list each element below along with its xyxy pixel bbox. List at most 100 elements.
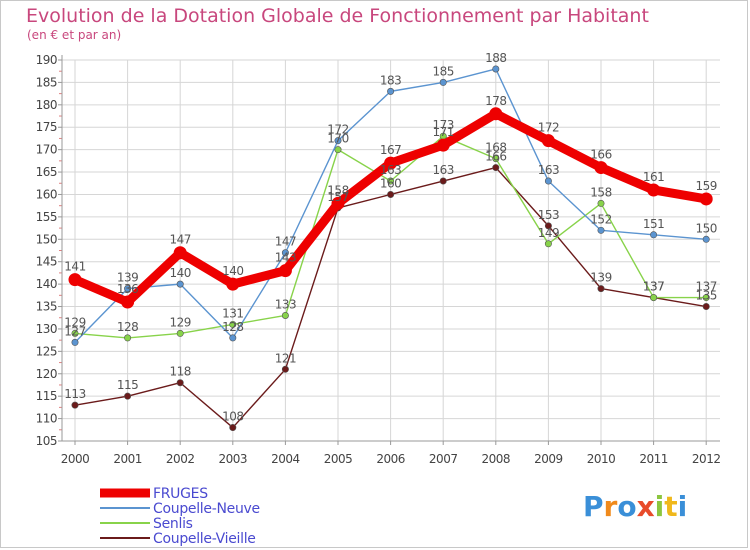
- data-label-fruges-2000: 141: [64, 260, 85, 274]
- legend-label-coupelle-neuve: Coupelle-Neuve: [153, 501, 260, 517]
- logo-letter: t: [664, 490, 677, 523]
- series: [68, 65, 713, 432]
- point-fruges-2009: [541, 134, 555, 148]
- point-coupelle-vieille-2008: [492, 164, 500, 172]
- point-senlis-2012: [702, 294, 710, 302]
- y-tick-label-155: 155: [36, 210, 57, 224]
- x-tick-label-2001: 2001: [113, 452, 142, 466]
- grid: [62, 59, 720, 442]
- legend-label-senlis: Senlis: [153, 516, 193, 532]
- point-coupelle-vieille-2007: [439, 177, 447, 185]
- point-fruges-2010: [594, 161, 608, 175]
- data-label-coupelle-vieille-2002: 118: [169, 365, 190, 379]
- point-coupelle-neuve-2009: [544, 177, 552, 185]
- y-tick-label-170: 170: [36, 143, 57, 157]
- point-senlis-2001: [124, 334, 132, 342]
- point-fruges-2012: [699, 192, 713, 206]
- y-tick-label-160: 160: [36, 187, 57, 201]
- data-labels: 141 136 147 140 143 158 167 171 178 172 166 161 159 1…: [64, 51, 717, 424]
- data-label-coupelle-neuve-2005: 172: [327, 123, 348, 137]
- logo-letter: i: [655, 490, 665, 523]
- chart-title: Evolution de la Dotation Globale de Fonc…: [26, 5, 649, 27]
- data-label-fruges-2012: 159: [695, 179, 716, 193]
- data-label-senlis-2004: 133: [275, 297, 296, 311]
- point-fruges-2007: [436, 138, 450, 152]
- point-coupelle-neuve-2004: [281, 249, 289, 257]
- legend-label-coupelle-vieille: Coupelle-Vieille: [153, 531, 256, 547]
- data-label-coupelle-vieille-2011: 137: [643, 280, 664, 294]
- x-tick-label-2012: 2012: [692, 452, 721, 466]
- y-tick-label-180: 180: [36, 98, 57, 112]
- tick-labels: 105 110 115 120 125 130 135 140 145 150 155 160 165 1…: [36, 53, 721, 466]
- x-tick-label-2006: 2006: [376, 452, 405, 466]
- data-label-senlis-2003: 131: [222, 306, 243, 320]
- logo-letter: x: [637, 490, 655, 523]
- axes: [58, 55, 720, 445]
- legend: FRUGES Coupelle-Neuve Senlis Coupelle-Vi…: [100, 486, 260, 547]
- x-tick-label-2004: 2004: [271, 452, 300, 466]
- data-label-fruges-2002: 147: [169, 233, 190, 247]
- data-label-coupelle-neuve-2000: 127: [64, 324, 85, 338]
- data-label-coupelle-vieille-2012: 135: [695, 289, 716, 303]
- point-coupelle-vieille-2012: [702, 303, 710, 311]
- point-coupelle-neuve-2011: [650, 231, 658, 239]
- x-tick-label-2003: 2003: [219, 452, 248, 466]
- data-label-coupelle-vieille-2000: 113: [64, 387, 85, 401]
- data-label-fruges-2009: 172: [538, 121, 559, 135]
- data-label-senlis-2005: 170: [327, 132, 348, 146]
- point-coupelle-vieille-2004: [281, 365, 289, 373]
- data-label-senlis-2012: 137: [695, 280, 716, 294]
- y-tick-label-125: 125: [36, 344, 57, 358]
- data-label-senlis-2006: 163: [380, 163, 401, 177]
- point-senlis-2000: [71, 329, 79, 337]
- y-tick-label-130: 130: [36, 322, 57, 336]
- data-label-fruges-2004: 143: [275, 251, 296, 265]
- data-label-coupelle-neuve-2008: 188: [485, 51, 506, 65]
- point-coupelle-neuve-2003: [229, 334, 237, 342]
- point-coupelle-neuve-2005: [334, 137, 342, 145]
- y-tick-label-140: 140: [36, 277, 57, 291]
- data-label-coupelle-vieille-2003: 108: [222, 410, 243, 424]
- y-tick-label-165: 165: [36, 165, 57, 179]
- x-tick-label-2002: 2002: [166, 452, 195, 466]
- point-coupelle-neuve-2012: [702, 235, 710, 243]
- point-fruges-2000: [68, 273, 82, 287]
- y-tick-label-190: 190: [36, 53, 57, 67]
- data-label-senlis-2009: 149: [538, 226, 559, 240]
- data-label-coupelle-neuve-2010: 152: [590, 212, 611, 226]
- point-coupelle-neuve-2002: [176, 280, 184, 288]
- logo-letter: i: [678, 490, 688, 523]
- y-tick-label-150: 150: [36, 232, 57, 246]
- data-label-senlis-2008: 168: [485, 141, 506, 155]
- proxiti-logo: Proxiti: [583, 490, 687, 523]
- data-label-fruges-2001: 136: [117, 282, 138, 296]
- x-tick-label-2011: 2011: [639, 452, 668, 466]
- point-fruges-2011: [647, 183, 661, 197]
- point-senlis-2009: [544, 240, 552, 248]
- data-label-coupelle-neuve-2002: 140: [169, 266, 190, 280]
- data-label-senlis-2010: 158: [590, 185, 611, 199]
- y-tick-label-175: 175: [36, 120, 57, 134]
- data-label-coupelle-vieille-2006: 160: [380, 176, 401, 190]
- data-label-coupelle-vieille-2004: 121: [275, 351, 296, 365]
- point-senlis-2002: [176, 329, 184, 337]
- data-label-coupelle-vieille-2007: 163: [432, 163, 453, 177]
- point-coupelle-neuve-2000: [71, 338, 79, 346]
- point-coupelle-vieille-2000: [71, 401, 79, 409]
- y-tick-label-115: 115: [36, 389, 57, 403]
- data-label-senlis-2002: 129: [169, 315, 190, 329]
- y-tick-label-185: 185: [36, 75, 57, 89]
- point-coupelle-vieille-2010: [597, 285, 605, 293]
- point-senlis-2011: [650, 294, 658, 302]
- point-coupelle-neuve-2010: [597, 226, 605, 234]
- x-tick-label-2000: 2000: [61, 452, 90, 466]
- logo-letter: r: [604, 490, 618, 523]
- point-senlis-2006: [387, 177, 395, 185]
- chart-subtitle: (en € et par an): [27, 28, 121, 42]
- point-coupelle-neuve-2008: [492, 65, 500, 73]
- x-tick-label-2007: 2007: [429, 452, 458, 466]
- point-coupelle-vieille-2001: [124, 392, 132, 400]
- y-tick-label-135: 135: [36, 300, 57, 314]
- data-label-coupelle-neuve-2009: 163: [538, 163, 559, 177]
